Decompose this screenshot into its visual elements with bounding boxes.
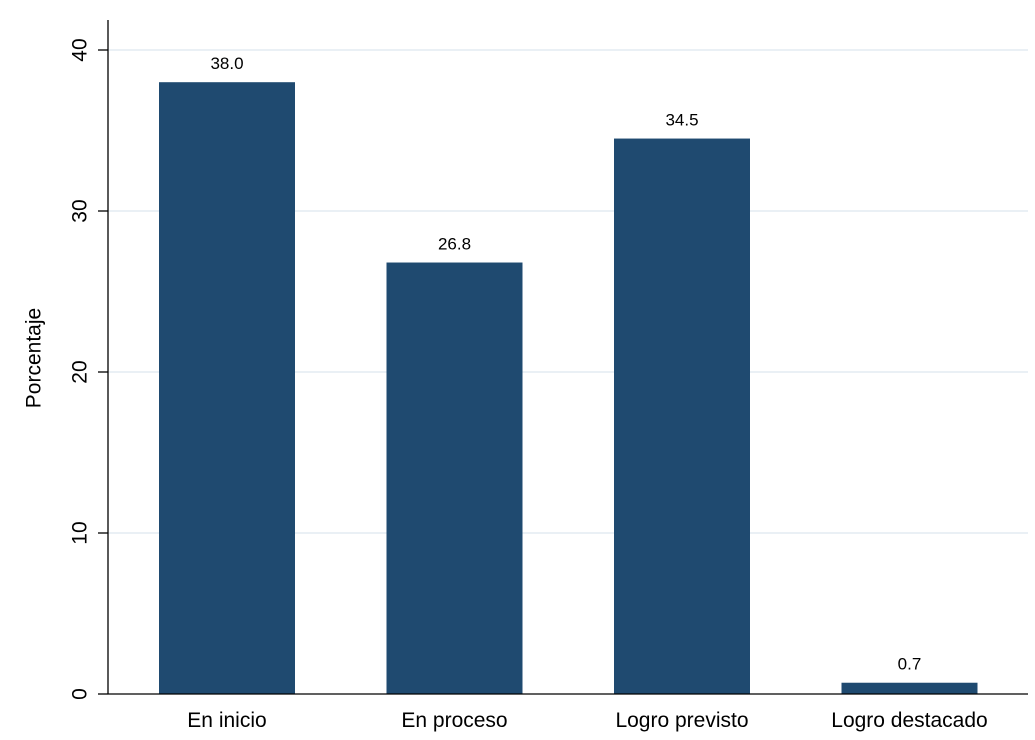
- x-tick-labels: En inicio En proceso Logro previsto Logro d…: [187, 709, 987, 732]
- x-category-label: En inicio: [187, 709, 266, 732]
- bar-value-label: 38.0: [210, 54, 243, 73]
- y-tick-label: 30: [69, 199, 92, 222]
- bar-value-label: 0.7: [898, 655, 922, 674]
- y-ticks: 0 10 20 30 40: [69, 38, 108, 700]
- bar: [614, 138, 750, 695]
- x-category-label: Logro destacado: [831, 709, 987, 732]
- y-tick-label: 10: [69, 521, 92, 544]
- bar-value-label: 34.5: [665, 111, 698, 130]
- x-category-label: En proceso: [401, 709, 507, 732]
- y-tick-label: 20: [69, 360, 92, 383]
- bar-value-label: 26.8: [438, 235, 471, 254]
- y-tick-label: 40: [69, 38, 92, 61]
- bar: [159, 82, 295, 694]
- y-axis-title: Porcentaje: [23, 308, 46, 408]
- y-tick-label: 0: [69, 688, 92, 700]
- data-labels: 38.0 26.8 34.5 0.7: [210, 54, 921, 674]
- x-category-label: Logro previsto: [615, 709, 748, 732]
- axes: [107, 20, 1028, 695]
- bar: [841, 682, 978, 694]
- bar: [386, 262, 523, 694]
- bars: [159, 82, 978, 695]
